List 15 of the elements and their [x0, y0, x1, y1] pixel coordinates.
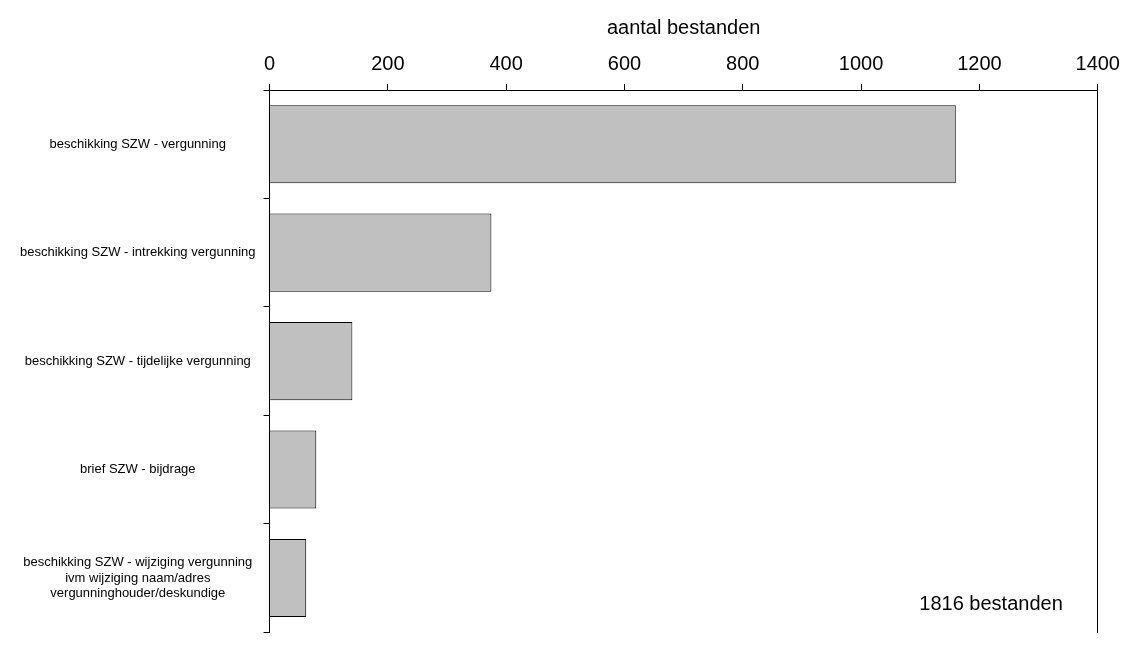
- x-tick-label: 800: [726, 51, 760, 74]
- y-tick-label: beschikking SZW - intrekking vergunning: [19, 244, 256, 260]
- x-tick-label: 0: [263, 51, 276, 74]
- x-tick-label: 400: [489, 51, 523, 74]
- y-tick-label: beschikking SZW - tijdelijke vergunning: [24, 352, 251, 368]
- x-tick-label: 1400: [1075, 51, 1120, 74]
- annotation: 1816 bestanden: [919, 592, 1063, 615]
- x-tick-label: 200: [371, 51, 405, 74]
- x-tick-label: 1000: [838, 51, 884, 74]
- x-axis-title: aantal bestanden: [606, 15, 761, 38]
- y-tick-label: beschikking SZW - wijziging vergunning ivm wijziging naam/adres vergunninghouder/deskundige: [23, 553, 253, 601]
- y-tick-label: brief SZW - bijdrage: [79, 461, 196, 477]
- x-tick-label: 1200: [957, 51, 1002, 74]
- x-tick-label: 600: [607, 51, 642, 74]
- y-tick-label: beschikking SZW - vergunning: [49, 135, 226, 151]
